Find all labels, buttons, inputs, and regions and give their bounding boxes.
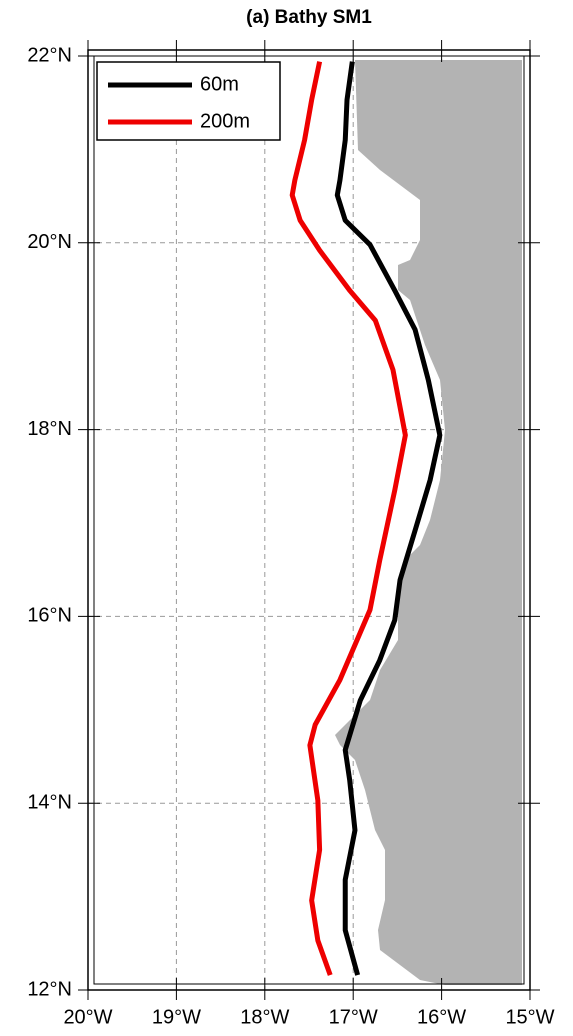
contour-line xyxy=(334,61,443,976)
legend-label: 60m xyxy=(200,73,239,95)
y-tick-label: 14°N xyxy=(27,791,72,813)
y-tick-label: 22°N xyxy=(27,44,72,66)
y-tick-label: 20°N xyxy=(27,231,72,253)
frame xyxy=(87,49,531,991)
x-tick-label: 16°W xyxy=(417,1006,466,1028)
y-tick-label: 18°N xyxy=(27,418,72,440)
x-tick-label: 20°W xyxy=(63,1006,112,1028)
lines xyxy=(289,61,443,976)
x-tick-label: 17°W xyxy=(329,1006,378,1028)
y-tick-label: 16°N xyxy=(27,605,72,627)
legend-label: 200m xyxy=(200,110,250,132)
contour-line xyxy=(289,61,408,976)
inner-frame xyxy=(93,55,525,985)
chart-title: (a) Bathy SM1 xyxy=(246,7,372,28)
legend xyxy=(96,61,281,141)
x-tick-label: 19°W xyxy=(152,1006,201,1028)
x-tick-label: 18°W xyxy=(240,1006,289,1028)
land xyxy=(335,60,522,985)
x-tick-label: 15°W xyxy=(505,1006,554,1028)
ticks: 20°W 19°W 18°W 17°W 16°W 15°W 12°N 14°N 16°N 18°N… xyxy=(27,40,555,1028)
y-tick-label: 12°N xyxy=(27,978,72,1000)
